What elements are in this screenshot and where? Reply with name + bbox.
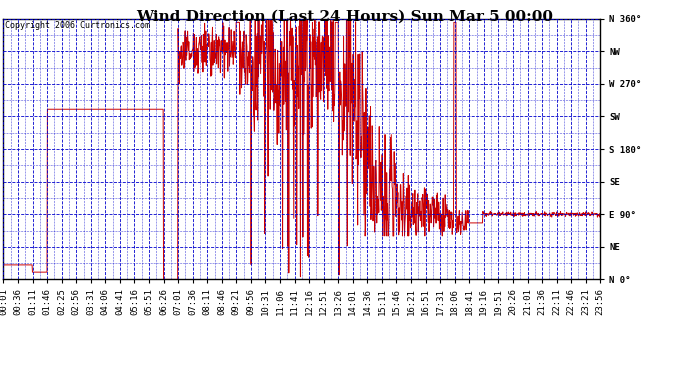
Text: Copyright 2006 Curtronics.com: Copyright 2006 Curtronics.com — [5, 21, 150, 30]
Text: Wind Direction (Last 24 Hours) Sun Mar 5 00:00: Wind Direction (Last 24 Hours) Sun Mar 5… — [137, 9, 553, 23]
